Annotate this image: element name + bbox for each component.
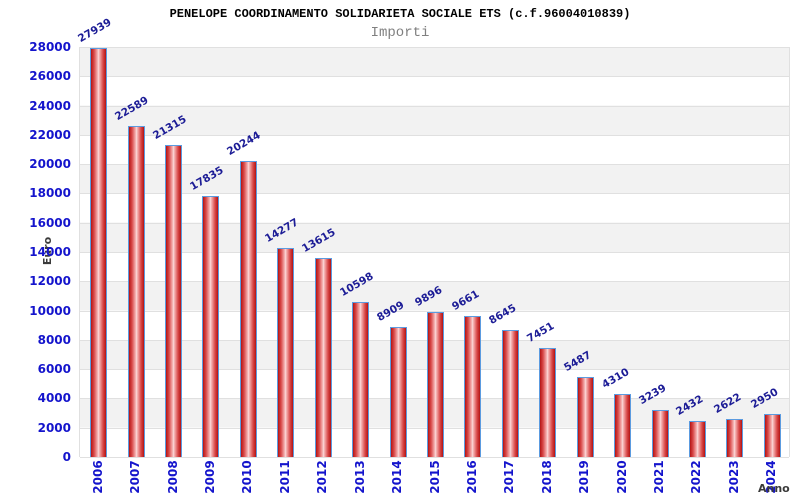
bar-value-label: 2432: [674, 393, 706, 419]
gridline: [80, 310, 789, 312]
y-tick-label: 26000: [29, 69, 71, 84]
y-tick-label: 24000: [29, 98, 71, 113]
bar-2020: [614, 393, 632, 457]
gridline: [80, 281, 789, 283]
y-tick-label: 16000: [29, 215, 71, 230]
x-tick-label-2020: 2020: [614, 460, 629, 494]
x-tick-label-2019: 2019: [577, 460, 592, 494]
bar-2023: [726, 418, 744, 457]
bar-value-label: 20244: [225, 128, 264, 158]
bar-2019: [576, 376, 594, 457]
y-tick-label: 4000: [37, 391, 71, 406]
gridline: [80, 105, 789, 107]
x-tick-label-2012: 2012: [315, 460, 330, 494]
bar-2015: [427, 312, 444, 457]
x-tick-label-2021: 2021: [652, 460, 667, 494]
y-tick-label: 22000: [29, 127, 71, 142]
y-tick-label: 0: [62, 450, 71, 464]
x-tick-label-2009: 2009: [202, 460, 217, 494]
x-tick-label-2011: 2011: [277, 460, 292, 494]
bar-2009: [202, 195, 220, 457]
chart-subtitle: Importi: [370, 25, 430, 41]
y-tick-label: 12000: [29, 274, 71, 289]
x-tick-label-2006: 2006: [90, 460, 105, 494]
plot-area: 27939 22589 21315 17835 20244 14277 13615 10598…: [76, 16, 790, 458]
y-tick-label: 2000: [37, 420, 71, 435]
bar-value-label: 10598: [337, 270, 376, 299]
bar-2014: [389, 326, 407, 457]
bar-2008: [165, 144, 183, 457]
bar-value-label: 8909: [375, 298, 407, 324]
gridline: [80, 164, 789, 166]
gridline: [80, 76, 789, 78]
x-tick-label-2015: 2015: [427, 460, 442, 494]
x-tick-label-2018: 2018: [539, 460, 554, 494]
gridline: [80, 222, 789, 224]
bar-value-label: 13615: [300, 225, 338, 255]
bar-2017: [501, 330, 519, 457]
x-tick-label-2008: 2008: [165, 460, 180, 494]
x-tick-label-2016: 2016: [464, 460, 479, 494]
x-tick-label-2013: 2013: [352, 460, 367, 494]
bar-value-label: 8645: [487, 302, 519, 328]
gridline: [80, 457, 789, 458]
x-axis-title: Anno: [758, 482, 790, 495]
bar-2007: [127, 126, 145, 457]
bar-2024: [763, 413, 781, 457]
y-tick-label: 6000: [37, 362, 71, 377]
bar-value-label: 17835: [187, 164, 226, 193]
bar-2012: [314, 257, 332, 457]
bar-value-label: 9896: [412, 284, 444, 310]
bar-value-label: 2622: [711, 390, 744, 416]
chart-title: PENELOPE COORDINAMENTO SOLIDARIETA SOCIA…: [169, 7, 631, 21]
x-tick-label-2022: 2022: [689, 460, 704, 494]
y-tick-label: 28000: [29, 40, 71, 54]
bar-2016: [464, 315, 482, 457]
bar-value-label: 2950: [749, 385, 781, 411]
y-tick-label: 10000: [29, 303, 71, 318]
bar-2013: [352, 301, 370, 457]
bar-2006: [90, 47, 108, 457]
bar-value-label: 9661: [449, 287, 482, 313]
bar-2018: [539, 347, 557, 457]
gridline: [80, 252, 789, 253]
bar-value-label: 3239: [637, 381, 669, 407]
bar-2011: [277, 247, 295, 457]
bar-value-label: 7451: [524, 319, 557, 345]
x-tick-label-2007: 2007: [128, 460, 143, 494]
gridline: [80, 134, 789, 136]
gridline: [80, 47, 789, 48]
y-tick-label: 8000: [37, 332, 71, 347]
bar-2022: [688, 421, 706, 457]
y-tick-label: 14000: [29, 245, 71, 259]
bar-2021: [651, 409, 669, 457]
x-tick-label-2014: 2014: [390, 460, 405, 494]
gridline: [80, 193, 789, 195]
bar-value-label: 22589: [113, 94, 151, 124]
y-tick-label: 18000: [29, 186, 71, 201]
x-tick-label-2023: 2023: [726, 460, 741, 494]
y-tick-label: 20000: [29, 157, 71, 172]
x-tick-label-2017: 2017: [502, 460, 517, 494]
bar-value-label: 14277: [262, 216, 301, 245]
x-tick-label-2010: 2010: [240, 460, 255, 494]
bar-value-label: 21315: [150, 113, 189, 142]
bar-2010: [239, 160, 257, 457]
